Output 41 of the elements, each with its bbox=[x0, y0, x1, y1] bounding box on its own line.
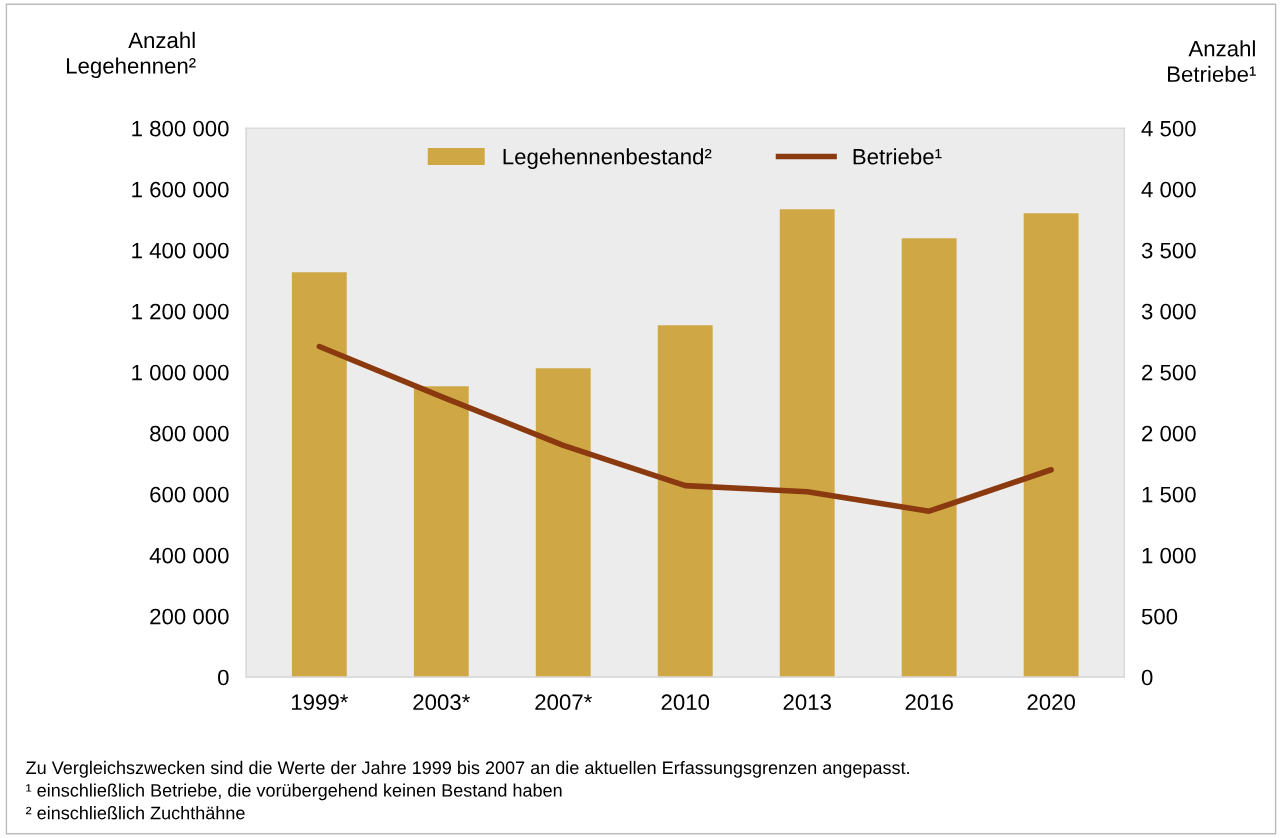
x-tick-label: 2007* bbox=[535, 694, 592, 711]
y-tick-label: 600 000 bbox=[150, 486, 229, 503]
y-axis-title: Anzahl Legehennen² bbox=[66, 31, 196, 79]
y-tick-label: 200 000 bbox=[150, 608, 229, 625]
y2-tick-label: 3 000 bbox=[1141, 303, 1196, 320]
y2-tick-label: 500 bbox=[1141, 608, 1178, 625]
bar bbox=[535, 368, 591, 678]
y2-tick-label: 3 500 bbox=[1141, 242, 1196, 259]
bar bbox=[657, 325, 713, 678]
y2-tick-label: 0 bbox=[1141, 669, 1153, 686]
bar bbox=[779, 209, 835, 678]
bar bbox=[291, 272, 347, 678]
y-tick-label: 1 800 000 bbox=[132, 120, 229, 137]
x-tick-label: 2020 bbox=[1027, 694, 1075, 711]
y-tick-label: 400 000 bbox=[149, 547, 229, 564]
y2-tick-label: 4 000 bbox=[1141, 181, 1196, 198]
y2-tick-label: 1 500 bbox=[1142, 486, 1196, 503]
y2-tick-label: 2 000 bbox=[1142, 425, 1196, 442]
x-tick-label: 2003* bbox=[413, 694, 470, 711]
bar bbox=[413, 386, 469, 678]
text: Zu Vergleichszwecken sind die Werte der Jahre 1999 bis 2007 an die aktuellen Erfassungsgrenzen angepasst. bbox=[26, 760, 909, 778]
y-tick-label: 1 200 000 bbox=[132, 303, 229, 320]
x-tick-label: 2016 bbox=[905, 694, 953, 711]
y-tick-label: 1 600 000 bbox=[132, 181, 229, 198]
y2-tick-label: 2 500 bbox=[1142, 364, 1196, 381]
x-tick-label: 2010 bbox=[661, 694, 710, 711]
y-tick-label: 1 000 000 bbox=[132, 364, 229, 381]
x-tick-label: 2013 bbox=[783, 694, 831, 711]
y-tick-label: 1 400 000 bbox=[132, 242, 229, 259]
y2-axis-title: Anzahl Betriebe¹ bbox=[1168, 40, 1256, 83]
y-tick-label: 800 000 bbox=[150, 425, 229, 442]
y2-tick-label: 4 500 bbox=[1141, 120, 1196, 137]
legend-label: Legehennenbestand² bbox=[503, 148, 712, 169]
text: ² einschließlich Zuchthähne bbox=[26, 806, 245, 820]
y2-tick-label: 1 000 bbox=[1142, 547, 1196, 564]
legend-label: Betriebe¹ bbox=[853, 148, 942, 165]
x-tick-label: 1999* bbox=[291, 694, 349, 711]
bar bbox=[901, 238, 957, 678]
y-tick-label: 0 bbox=[217, 669, 229, 686]
text: ¹ einschließlich Betriebe, die vorübergehend keinen Bestand haben bbox=[26, 783, 562, 801]
bar bbox=[1023, 213, 1079, 678]
